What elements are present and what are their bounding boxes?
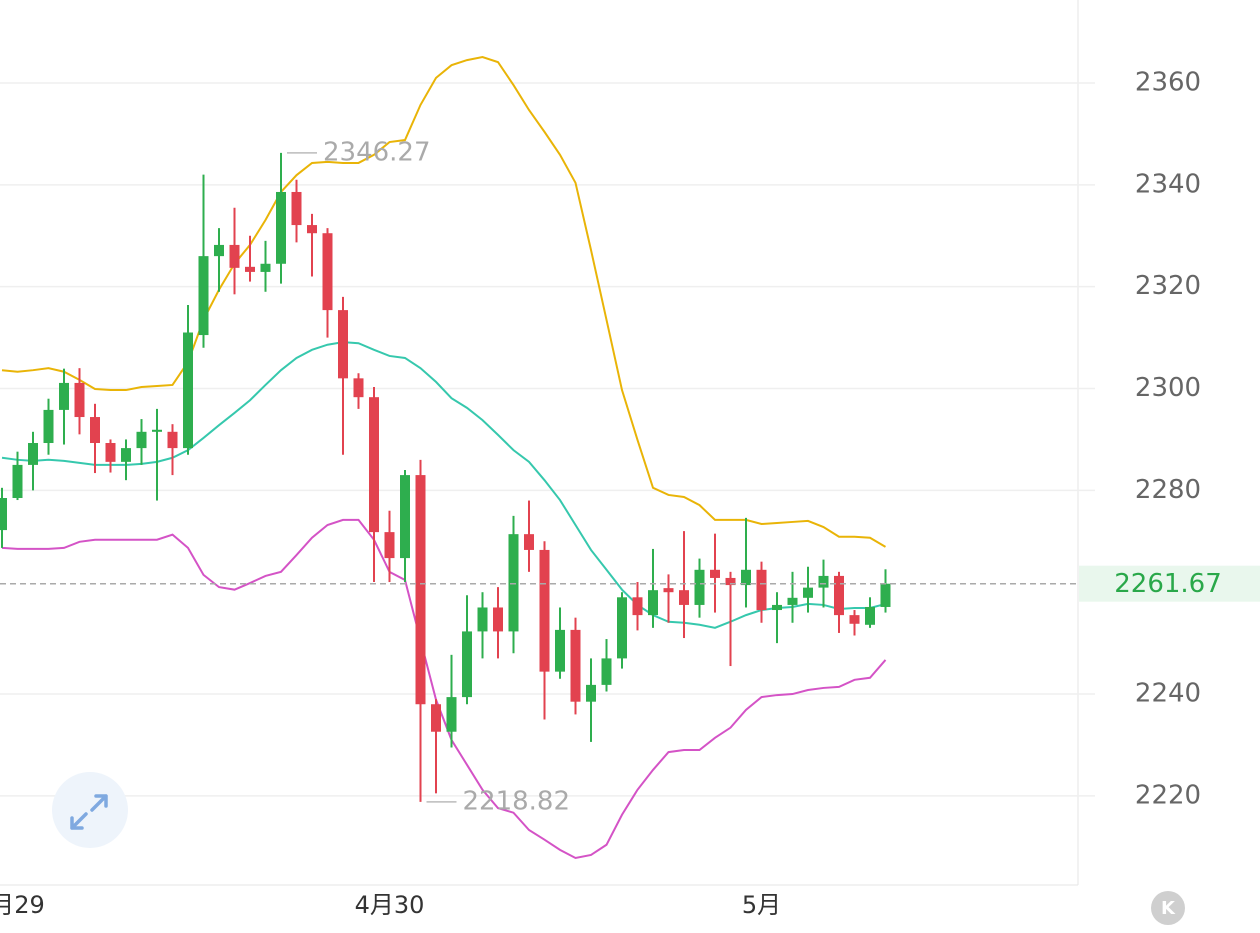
candle-body — [59, 382, 69, 410]
candle-body — [787, 597, 798, 605]
candle-body — [539, 549, 550, 672]
candle-body — [462, 631, 472, 698]
candle-body — [632, 597, 643, 616]
expand-button[interactable] — [52, 772, 128, 848]
candle-body — [415, 475, 426, 705]
low-label: 2218.82 — [463, 786, 571, 816]
candle-body — [617, 597, 627, 659]
candle-body — [663, 588, 674, 593]
candle-body — [121, 448, 131, 462]
candle-body — [90, 417, 100, 444]
y-tick-label: 2240 — [1135, 679, 1201, 709]
candle-body — [446, 697, 457, 732]
y-tick-label: 2360 — [1135, 68, 1201, 98]
candle-body — [555, 629, 565, 672]
candle-body — [400, 475, 410, 559]
candle-body — [136, 431, 147, 449]
candle-body — [679, 590, 689, 605]
mode-button-label: K — [1161, 898, 1176, 919]
candle-body — [586, 684, 596, 702]
band-line — [1, 518, 887, 860]
candle-body — [307, 225, 317, 234]
candle-body — [260, 263, 271, 272]
candle-body — [322, 233, 333, 311]
candle-body — [183, 332, 193, 449]
candle-body — [725, 577, 736, 586]
band-line — [1, 55, 887, 548]
candle-body — [214, 244, 224, 257]
candle-body — [803, 587, 813, 598]
x-tick-label: 5月 — [742, 891, 781, 919]
candle-body — [167, 431, 178, 449]
candle-body — [648, 590, 658, 616]
candle-body — [849, 615, 860, 624]
candle-body — [570, 629, 581, 702]
candle-body — [28, 443, 38, 465]
candle-body — [818, 575, 829, 588]
y-tick-label: 2220 — [1135, 780, 1201, 810]
candle-body — [105, 443, 116, 462]
candle-body — [477, 607, 488, 632]
candle-body — [834, 575, 844, 616]
candle-body — [291, 191, 302, 226]
candle-body — [431, 704, 441, 732]
candle-body — [741, 569, 751, 586]
candle-body — [880, 583, 891, 607]
mode-button[interactable]: K — [1151, 891, 1185, 925]
candle-body — [229, 244, 240, 268]
candle-body — [601, 658, 612, 685]
x-tick-label: 4月30 — [355, 891, 425, 919]
candle-body — [369, 397, 379, 533]
candle-body — [276, 191, 286, 264]
candle-body — [198, 256, 209, 336]
candle-body — [756, 569, 767, 611]
candle-body — [772, 604, 782, 611]
candle-body — [152, 429, 162, 432]
y-tick-label: 2280 — [1135, 475, 1201, 505]
candle-body — [694, 569, 705, 605]
last-price-label: 2261.67 — [1114, 569, 1222, 599]
candle-body — [43, 409, 54, 444]
y-tick-label: 2300 — [1135, 373, 1201, 403]
high-label: 2346.27 — [323, 137, 431, 167]
x-tick-label: 月29 — [0, 891, 45, 919]
candle-body — [865, 606, 875, 625]
candle-body — [384, 532, 395, 559]
candle-body — [508, 534, 519, 632]
y-tick-label: 2340 — [1135, 169, 1201, 199]
y-tick-label: 2320 — [1135, 271, 1201, 301]
candle-body — [245, 266, 255, 272]
candle-body — [710, 569, 720, 578]
candle-body — [74, 382, 85, 418]
candle-body — [493, 607, 503, 632]
candle-body — [12, 464, 23, 499]
candle-body — [524, 534, 534, 550]
candle-body — [0, 498, 7, 531]
band-line — [1, 341, 886, 629]
candle-body — [353, 378, 364, 398]
last-price-box — [1079, 565, 1260, 602]
candle-body — [338, 310, 348, 379]
